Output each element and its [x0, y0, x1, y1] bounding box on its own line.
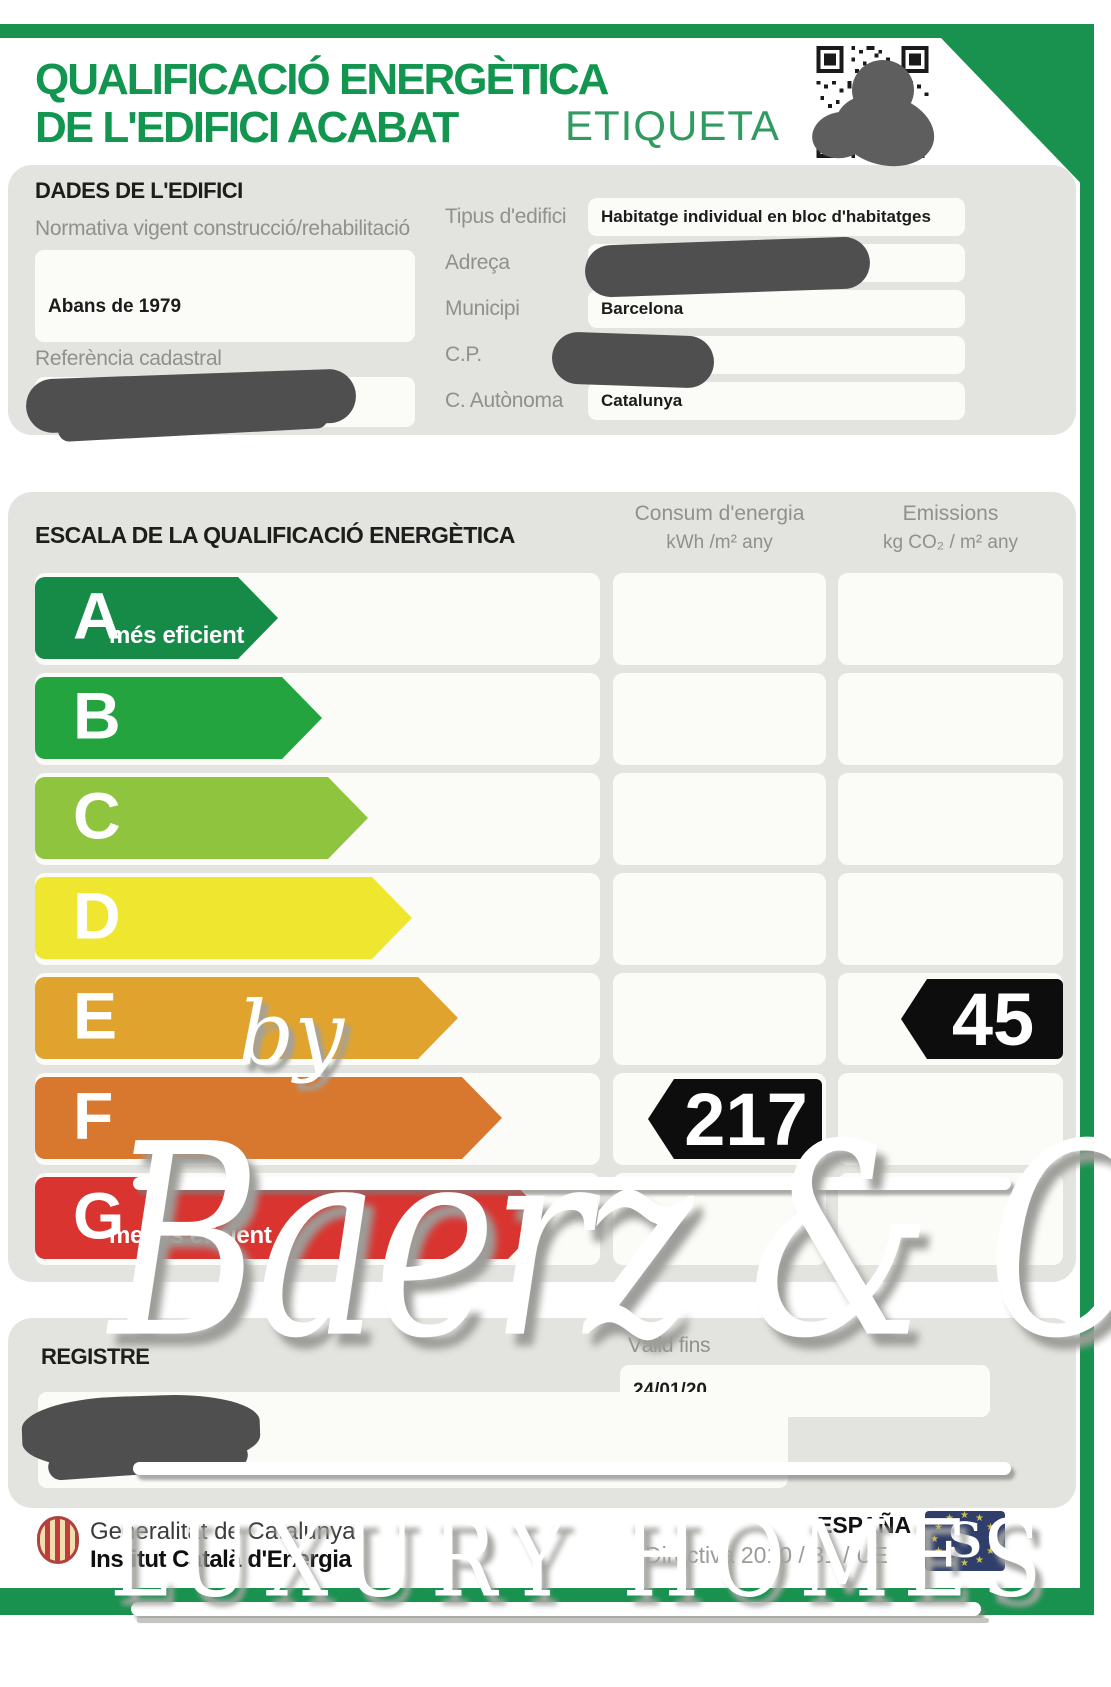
espana-label: ESPAÑA — [817, 1512, 912, 1538]
generalitat-logo — [37, 1516, 79, 1564]
municipi-label: Municipi — [445, 297, 520, 320]
emissions-cell — [838, 573, 1063, 665]
frame-top-bar — [0, 24, 1094, 38]
watermark-rule-shadow — [137, 1618, 989, 1623]
generalitat-line2: Institut Català d'Energia — [90, 1546, 352, 1573]
tipus-label: Tipus d'edifici — [445, 205, 567, 228]
eu-star-icon: ★ — [986, 1522, 995, 1533]
rating-letter-f: F — [73, 1078, 114, 1153]
emissions-cell — [838, 773, 1063, 865]
generalitat-line1: Generalitat de Catalunya — [90, 1518, 356, 1545]
normativa-label: Normativa vigent construcció/rehabilitac… — [35, 217, 410, 240]
page-title: QUALIFICACIÓ ENERGÈTICA DE L'EDIFICI ACA… — [35, 55, 609, 152]
emissions-header-units: kg CO₂ / m² any — [882, 532, 1019, 553]
redaction-blob — [551, 331, 715, 389]
rating-arrow-b: B — [35, 677, 322, 759]
emissions-cell — [838, 873, 1063, 965]
etiqueta-label: ETIQUETA — [565, 102, 780, 149]
rating-letter-e: E — [73, 978, 118, 1053]
eu-star-icon: ★ — [990, 1534, 999, 1545]
eu-star-icon: ★ — [945, 1513, 954, 1524]
tipus-field: Habitatge individual en bloc d'habitatge… — [588, 198, 965, 236]
registry-panel: REGISTRE Vàlid fins 24/01/20 — [8, 1318, 1076, 1508]
watermark-rule — [133, 1177, 1011, 1190]
frame-right-bar — [1080, 24, 1094, 1615]
consum-value-arrow: 217 — [648, 1079, 822, 1159]
municipi-field: Barcelona — [588, 290, 965, 328]
cp-label: C.P. — [445, 343, 482, 366]
registry-title: REGISTRE — [41, 1344, 150, 1369]
emissions-cell — [838, 1073, 1063, 1165]
emissions-header-label: Emissions — [902, 502, 999, 525]
eu-star-icon: ★ — [960, 1558, 969, 1569]
rating-arrow-f: F — [35, 1077, 502, 1159]
consum-cell — [613, 573, 826, 665]
page-title-line1: QUALIFICACIÓ ENERGÈTICA — [35, 55, 609, 104]
tipus-value: Habitatge individual en bloc d'habitatge… — [601, 207, 931, 226]
eu-logo-letter: S — [947, 1513, 983, 1569]
eu-flag-logo: ★ ★ ★ ★ ★ ★ ★ ★ ★ ★ ★ ★ S — [925, 1511, 1005, 1571]
emissions-column-header: Emissions kg CO₂ / m² any — [838, 502, 1063, 554]
most-efficient-label: més eficient — [109, 622, 245, 649]
consum-cell — [613, 973, 826, 1065]
eu-star-icon: ★ — [960, 1510, 969, 1521]
rating-arrow-g: G menys eficient — [35, 1177, 548, 1259]
directiva-label: Directiva 2010 / 31 / UE — [645, 1542, 888, 1568]
rating-arrow-a: A més eficient — [35, 577, 278, 659]
municipi-value: Barcelona — [601, 299, 684, 318]
watermark-rule — [133, 1462, 1011, 1475]
eu-star-icon: ★ — [945, 1555, 954, 1566]
referencia-label: Referència cadastral — [35, 347, 222, 370]
watermark-tagline: LUXURY HOMES — [110, 1497, 1056, 1621]
building-data-panel: DADES DE L'EDIFICI Normativa vigent cons… — [8, 165, 1076, 443]
consum-cell — [613, 773, 826, 865]
normativa-field: Abans de 1979 — [35, 250, 415, 342]
cautonoma-field: Catalunya — [588, 382, 965, 420]
rating-letter-a: A — [73, 578, 121, 653]
redaction-blob — [584, 236, 871, 298]
emissions-cell — [838, 673, 1063, 765]
valid-until-label: Vàlid fins — [628, 1334, 711, 1357]
rating-letter-d: D — [73, 878, 121, 953]
rating-arrow-d: D — [35, 877, 412, 959]
cautonoma-label: C. Autònoma — [445, 389, 564, 412]
least-efficient-label: menys eficient — [109, 1222, 272, 1249]
consum-cell — [613, 673, 826, 765]
rating-arrow-e: E — [35, 977, 458, 1059]
energy-scale-panel: ESCALA DE LA QUALIFICACIÓ ENERGÈTICA Con… — [8, 492, 1076, 1282]
emissions-value-arrow: 45 — [901, 979, 1063, 1059]
energy-scale-title: ESCALA DE LA QUALIFICACIÓ ENERGÈTICA — [35, 522, 515, 548]
rating-letter-g: G — [73, 1178, 125, 1253]
cautonoma-value: Catalunya — [601, 391, 683, 410]
rating-letter-b: B — [73, 678, 121, 753]
consum-column-header: Consum d'energia kWh /m² any — [613, 502, 826, 554]
page-title-line2: DE L'EDIFICI ACABAT — [35, 103, 459, 152]
eu-star-icon: ★ — [975, 1555, 984, 1566]
qr-redaction-blob — [852, 60, 914, 120]
watermark-by: by — [238, 982, 345, 1085]
watermark-brand: Baerz & Co — [109, 1088, 1111, 1398]
eu-star-icon: ★ — [934, 1546, 943, 1557]
eu-star-icon: ★ — [975, 1513, 984, 1524]
consum-header-label: Consum d'energia — [634, 502, 805, 525]
consum-cell — [613, 873, 826, 965]
generalitat-text: Generalitat de Catalunya Institut Català… — [90, 1518, 356, 1574]
rating-arrow-c: C — [35, 777, 368, 859]
eu-star-icon: ★ — [930, 1534, 939, 1545]
consum-header-units: kWh /m² any — [666, 532, 773, 553]
building-data-title: DADES DE L'EDIFICI — [35, 178, 243, 203]
watermark-rule — [131, 1602, 981, 1616]
normativa-value: Abans de 1979 — [48, 296, 182, 317]
adreca-label: Adreça — [445, 251, 510, 274]
eu-star-icon: ★ — [986, 1546, 995, 1557]
eu-star-icon: ★ — [934, 1522, 943, 1533]
rating-letter-c: C — [73, 778, 121, 853]
